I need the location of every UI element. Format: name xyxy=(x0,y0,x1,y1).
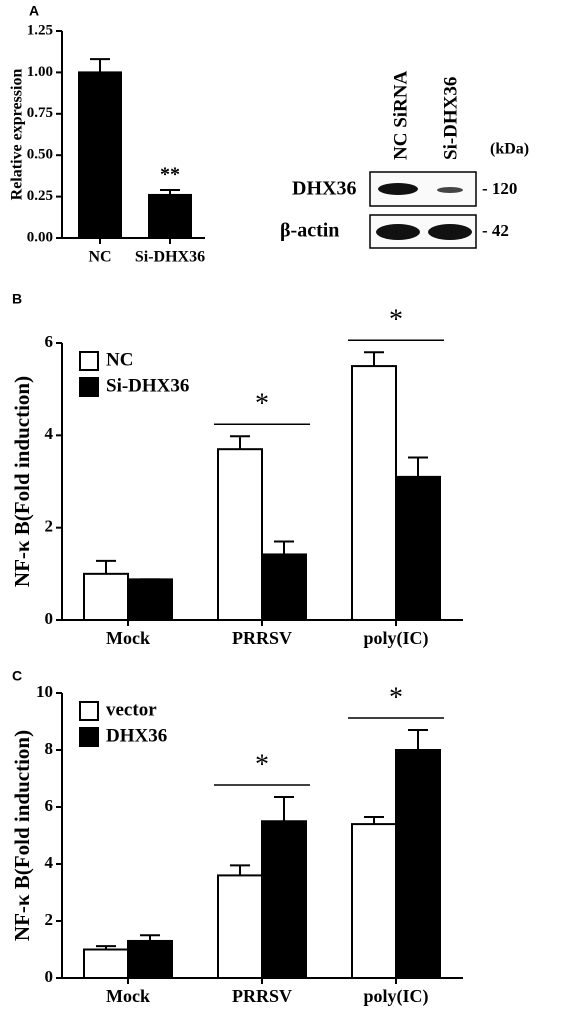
panel-label: B xyxy=(12,291,22,307)
y-tick-label: 0.50 xyxy=(27,147,53,163)
x-tick-label: Mock xyxy=(106,628,150,648)
bar xyxy=(148,193,192,239)
bar xyxy=(261,820,307,979)
band xyxy=(376,224,420,240)
panel-label: A xyxy=(29,3,39,19)
band xyxy=(378,183,418,195)
significance: * xyxy=(389,305,403,336)
y-tick-label: 1.25 xyxy=(27,22,53,38)
y-tick-label: 6 xyxy=(45,332,54,351)
unit-label: (kDa) xyxy=(490,141,529,158)
size-label: - 120 xyxy=(482,179,517,198)
significance: * xyxy=(255,749,269,780)
y-tick-label: 8 xyxy=(45,739,54,758)
significance: ** xyxy=(160,164,180,186)
row-label: DHX36 xyxy=(292,178,356,200)
legend-swatch xyxy=(79,351,99,371)
bar xyxy=(127,578,173,622)
legend-label: NC xyxy=(106,349,133,370)
y-tick-label: 4 xyxy=(45,853,54,872)
significance: * xyxy=(255,389,269,420)
y-tick-label: 10 xyxy=(36,682,53,701)
y-tick-label: 0.25 xyxy=(27,188,53,204)
y-tick-label: 0.00 xyxy=(27,229,53,245)
y-tick-label: 0 xyxy=(45,609,54,628)
x-tick-label: Si-DHX36 xyxy=(135,249,205,266)
bar xyxy=(395,749,441,979)
legend-swatch xyxy=(79,727,99,747)
y-tick-label: 2 xyxy=(45,517,54,536)
x-tick-label: poly(IC) xyxy=(363,986,428,1007)
x-tick-label: Mock xyxy=(106,986,150,1006)
bar xyxy=(83,948,129,979)
bar xyxy=(217,448,263,621)
bar xyxy=(217,874,263,980)
legend-label: vector xyxy=(106,699,157,720)
x-tick-label: poly(IC) xyxy=(363,628,428,649)
legend-label: DHX36 xyxy=(106,725,167,746)
y-axis-label: NF-κ B(Fold induction) xyxy=(10,376,34,587)
y-tick-label: 4 xyxy=(45,424,54,443)
bar xyxy=(127,939,173,980)
significance: * xyxy=(389,682,403,713)
lane-label: NC SiRNA xyxy=(390,71,411,160)
row-label: β-actin xyxy=(280,220,339,242)
legend-swatch xyxy=(79,701,99,721)
x-tick-label: PRRSV xyxy=(232,986,292,1006)
bar xyxy=(395,475,441,621)
y-tick-label: 0 xyxy=(45,967,54,986)
y-tick-label: 0.75 xyxy=(27,105,53,121)
bar xyxy=(83,572,129,621)
y-tick-label: 2 xyxy=(45,910,54,929)
bar xyxy=(351,823,397,979)
y-axis-label: Relative expression xyxy=(9,69,26,201)
bar xyxy=(351,365,397,622)
band xyxy=(428,224,472,240)
y-tick-label: 6 xyxy=(45,796,54,815)
lane-label: Si-DHX36 xyxy=(440,77,461,160)
bar xyxy=(261,553,307,622)
y-axis-label: NF-κ B(Fold induction) xyxy=(10,730,34,941)
bar xyxy=(78,71,122,240)
band xyxy=(437,187,463,193)
x-tick-label: PRRSV xyxy=(232,628,292,648)
size-label: - 42 xyxy=(482,221,509,240)
legend-label: Si-DHX36 xyxy=(106,375,189,396)
panel-label: C xyxy=(12,668,22,684)
x-tick-label: NC xyxy=(88,249,111,266)
legend-swatch xyxy=(79,377,99,397)
y-tick-label: 1.00 xyxy=(27,64,53,80)
